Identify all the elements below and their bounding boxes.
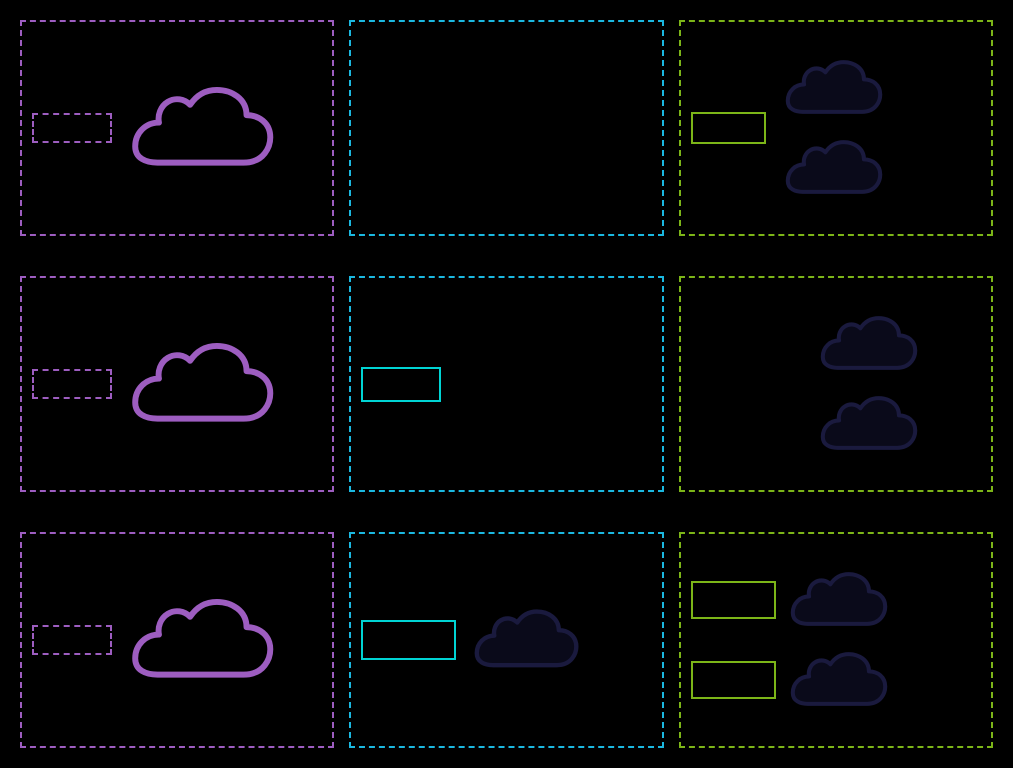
rect-shape (691, 112, 766, 144)
cloud-icon (816, 312, 921, 377)
rect-shape (361, 367, 441, 402)
cloud-icon (781, 136, 886, 201)
cell-r1-c0 (20, 276, 334, 492)
cloud-icon (127, 593, 277, 688)
pair-stack (691, 568, 891, 713)
cloud-icon (471, 605, 581, 675)
cell-r1-c2 (679, 276, 993, 492)
pair-row (691, 568, 891, 633)
rect-shape (32, 369, 112, 399)
cell-r2-c2 (679, 532, 993, 748)
rect-shape (32, 113, 112, 143)
cloud-icon (786, 648, 891, 713)
rect-shape (361, 620, 456, 660)
cell-r2-c0 (20, 532, 334, 748)
cloud-icon (127, 337, 277, 432)
cell-r1-c1 (349, 276, 663, 492)
rect-shape (32, 625, 112, 655)
pair-row (691, 648, 891, 713)
cell-r2-c1 (349, 532, 663, 748)
cell-r0-c2 (679, 20, 993, 236)
cloud-stack (781, 56, 886, 201)
cloud-icon (127, 81, 277, 176)
cloud-icon (781, 56, 886, 121)
cloud-icon (786, 568, 891, 633)
cloud-stack (816, 312, 921, 457)
rect-shape (691, 581, 776, 619)
diagram-grid (20, 20, 993, 748)
cell-r0-c1 (349, 20, 663, 236)
rect-shape (691, 661, 776, 699)
cloud-icon (816, 392, 921, 457)
cell-r0-c0 (20, 20, 334, 236)
